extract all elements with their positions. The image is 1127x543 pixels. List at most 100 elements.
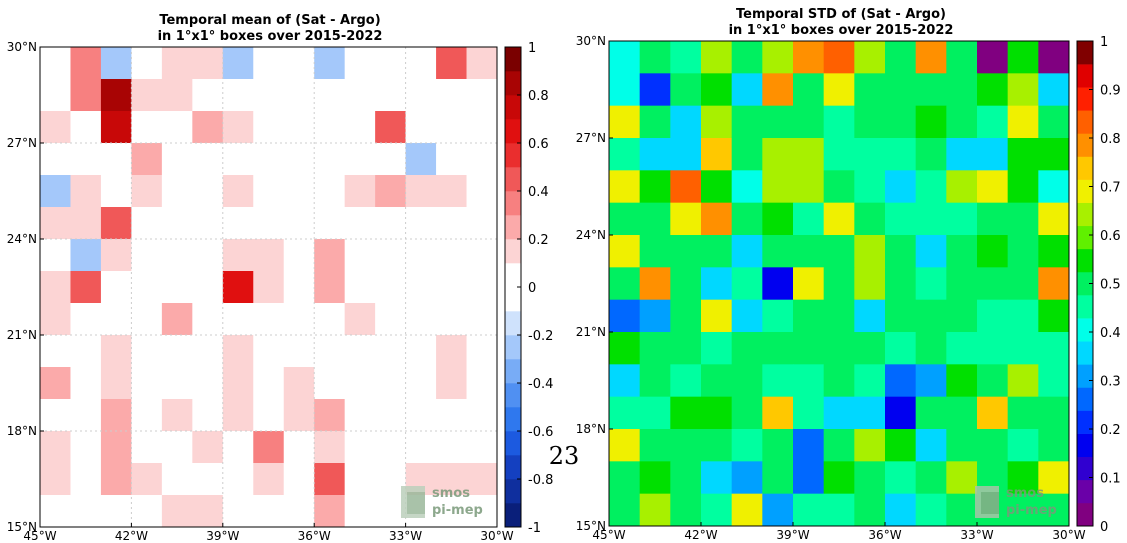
heatmap-cell (793, 138, 825, 171)
heatmap-cell (100, 271, 132, 304)
heatmap-cell (100, 431, 132, 464)
heatmap-cell (793, 429, 825, 462)
colorbar-tick-label: -0.8 (528, 473, 553, 488)
colorbar-tick-label: -0.4 (528, 377, 553, 392)
x-tick-label: 45°W (592, 528, 625, 542)
heatmap-cell (253, 335, 285, 368)
heatmap-cell (639, 202, 671, 236)
heatmap-cell (466, 271, 498, 304)
heatmap-cell (222, 399, 254, 432)
colorbar-tick-label: 0.2 (528, 233, 549, 248)
heatmap-cell (823, 429, 855, 462)
heatmap-cell (793, 170, 825, 204)
heatmap-cell (436, 303, 467, 336)
heatmap-cell (283, 239, 315, 272)
heatmap-cell (131, 79, 163, 112)
heatmap-cell (1007, 41, 1039, 74)
heatmap-cell (436, 463, 467, 496)
heatmap-cell (375, 463, 406, 496)
heatmap-cell (253, 463, 285, 496)
heatmap-cell (823, 202, 855, 236)
heatmap-cell (70, 303, 102, 336)
heatmap-cell (222, 335, 254, 368)
y-tick-label: 15°N (576, 519, 606, 533)
heatmap-cell (854, 138, 886, 171)
heatmap-cell (977, 170, 1009, 204)
heatmap-cell (946, 138, 978, 171)
heatmap-cell (1007, 332, 1039, 365)
heatmap-cell (405, 303, 437, 336)
heatmap-cell (40, 111, 71, 144)
heatmap-cell (885, 396, 917, 430)
heatmap-cell (222, 143, 254, 176)
heatmap-cell (100, 303, 132, 336)
heatmap-cell (222, 367, 254, 400)
heatmap-cell (222, 431, 254, 464)
colorbar-tick-label: 0.4 (528, 185, 549, 200)
heatmap-cell (405, 399, 437, 432)
colorbar-tick-label: 0.9 (1100, 84, 1121, 99)
heatmap-cell (1038, 396, 1070, 430)
heatmap-cell (192, 47, 224, 80)
colorbar-segment (505, 455, 521, 480)
heatmap-cell (915, 41, 947, 74)
x-tick-label: 45°W (23, 529, 56, 543)
heatmap-cell (915, 396, 947, 430)
heatmap-cell (131, 431, 163, 464)
heatmap-cell (977, 332, 1009, 365)
heatmap-cell (131, 271, 163, 304)
std-panel: Temporal STD of (Sat - Argo) in 1°x1° bo… (576, 7, 1121, 542)
std-x-axis: 45°W 42°W 39°W 36°W 33°W 30°W (592, 522, 1086, 542)
heatmap-cell (131, 239, 163, 272)
heatmap-cell (70, 399, 102, 432)
heatmap-cell (977, 202, 1009, 236)
heatmap-cell (701, 332, 733, 365)
heatmap-cell (253, 271, 285, 304)
heatmap-cell (731, 493, 763, 527)
heatmap-cell (854, 429, 886, 462)
heatmap-cell (1038, 429, 1070, 462)
heatmap-cell (344, 207, 376, 240)
heatmap-cell (344, 335, 376, 368)
heatmap-cell (977, 364, 1009, 398)
heatmap-cell (915, 170, 947, 204)
heatmap-cell (701, 299, 733, 333)
colorbar-segment (505, 119, 521, 144)
heatmap-cell (823, 299, 855, 333)
heatmap-cell (854, 105, 886, 139)
heatmap-cell (977, 73, 1009, 107)
y-tick-label: 15°N (7, 520, 37, 534)
heatmap-cell (946, 364, 978, 398)
heatmap-cell (1007, 105, 1039, 139)
colorbar-tick-label: 0.6 (1100, 229, 1121, 244)
heatmap-cell (762, 493, 794, 527)
heatmap-cell (161, 399, 193, 432)
heatmap-cell (1007, 299, 1039, 333)
colorbar-segment (505, 143, 521, 168)
heatmap-cell (131, 367, 163, 400)
heatmap-cell (222, 271, 254, 304)
heatmap-cell (222, 79, 254, 112)
heatmap-cell (609, 332, 641, 365)
y-tick-label: 27°N (7, 136, 37, 150)
heatmap-cell (1038, 202, 1070, 236)
heatmap-cell (1007, 170, 1039, 204)
heatmap-cell (609, 493, 641, 527)
mean-colorbar: 1 0.8 0.6 0.4 0.2 0 -0.2 -0.4 -0.6 -0.8 -1 (504, 41, 553, 536)
heatmap-cell (40, 463, 71, 496)
heatmap-cell (793, 396, 825, 430)
heatmap-cell (793, 105, 825, 139)
heatmap-cell (100, 495, 132, 528)
heatmap-cell (192, 367, 224, 400)
heatmap-cell (946, 461, 978, 495)
logo-mark-inner-icon (407, 492, 425, 514)
heatmap-cell (701, 493, 733, 527)
heatmap-cell (253, 431, 285, 464)
heatmap-cell (283, 175, 315, 208)
heatmap-cell (823, 73, 855, 107)
colorbar-segment (505, 407, 521, 432)
heatmap-cell (701, 202, 733, 236)
heatmap-cell (100, 207, 132, 240)
heatmap-cell (405, 143, 437, 176)
